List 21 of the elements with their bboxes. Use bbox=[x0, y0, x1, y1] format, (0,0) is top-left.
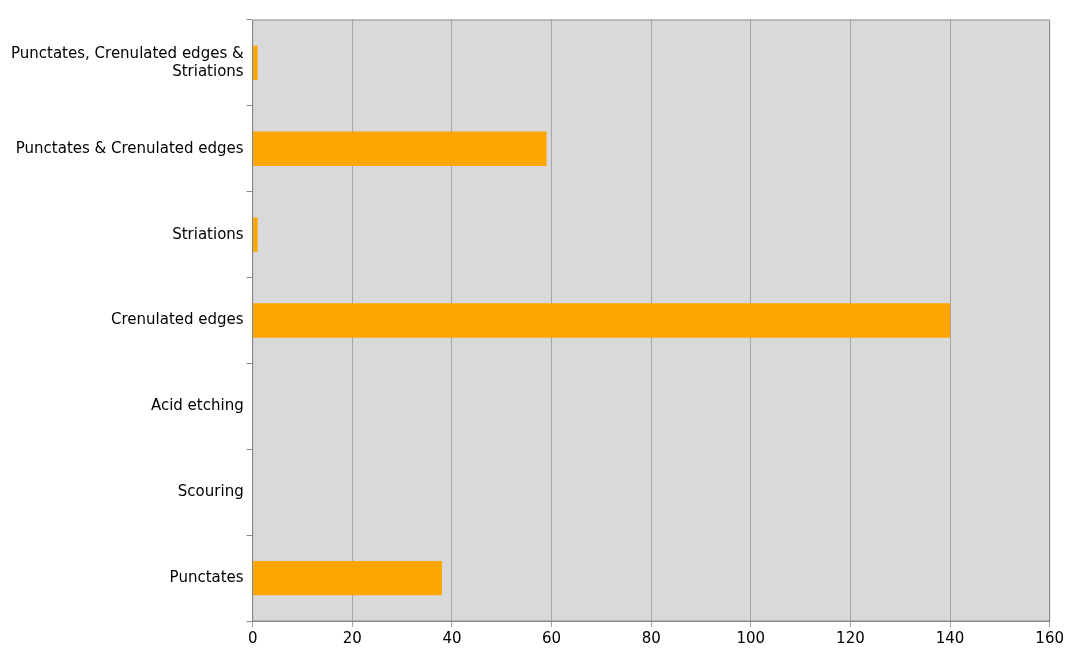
x-tick-label: 80 bbox=[641, 628, 661, 647]
x-tick-label: 20 bbox=[342, 628, 362, 647]
x-tick-label: 140 bbox=[935, 628, 965, 647]
y-tick-label: Punctates bbox=[169, 567, 244, 586]
bar bbox=[253, 45, 258, 81]
y-tick-label: Striations bbox=[172, 224, 244, 243]
y-tick-label: Acid etching bbox=[150, 396, 244, 415]
bar bbox=[253, 303, 951, 338]
x-tick-label: 160 bbox=[1035, 628, 1065, 647]
bar bbox=[253, 560, 442, 596]
bar bbox=[253, 131, 547, 166]
bar bbox=[253, 217, 258, 252]
x-tick-label: 120 bbox=[836, 628, 865, 647]
y-tick-label: Crenulated edges bbox=[111, 310, 244, 329]
y-tick-label: Punctates & Crenulated edges bbox=[15, 138, 244, 157]
y-tick-label: Punctates, Crenulated edges & Striations bbox=[11, 43, 244, 80]
x-tick-label: 100 bbox=[736, 628, 766, 647]
x-tick-label: 60 bbox=[542, 628, 562, 647]
y-tick-label: Scouring bbox=[177, 482, 244, 501]
x-tick-label: 40 bbox=[442, 628, 462, 647]
x-tick-label: 0 bbox=[247, 628, 258, 647]
